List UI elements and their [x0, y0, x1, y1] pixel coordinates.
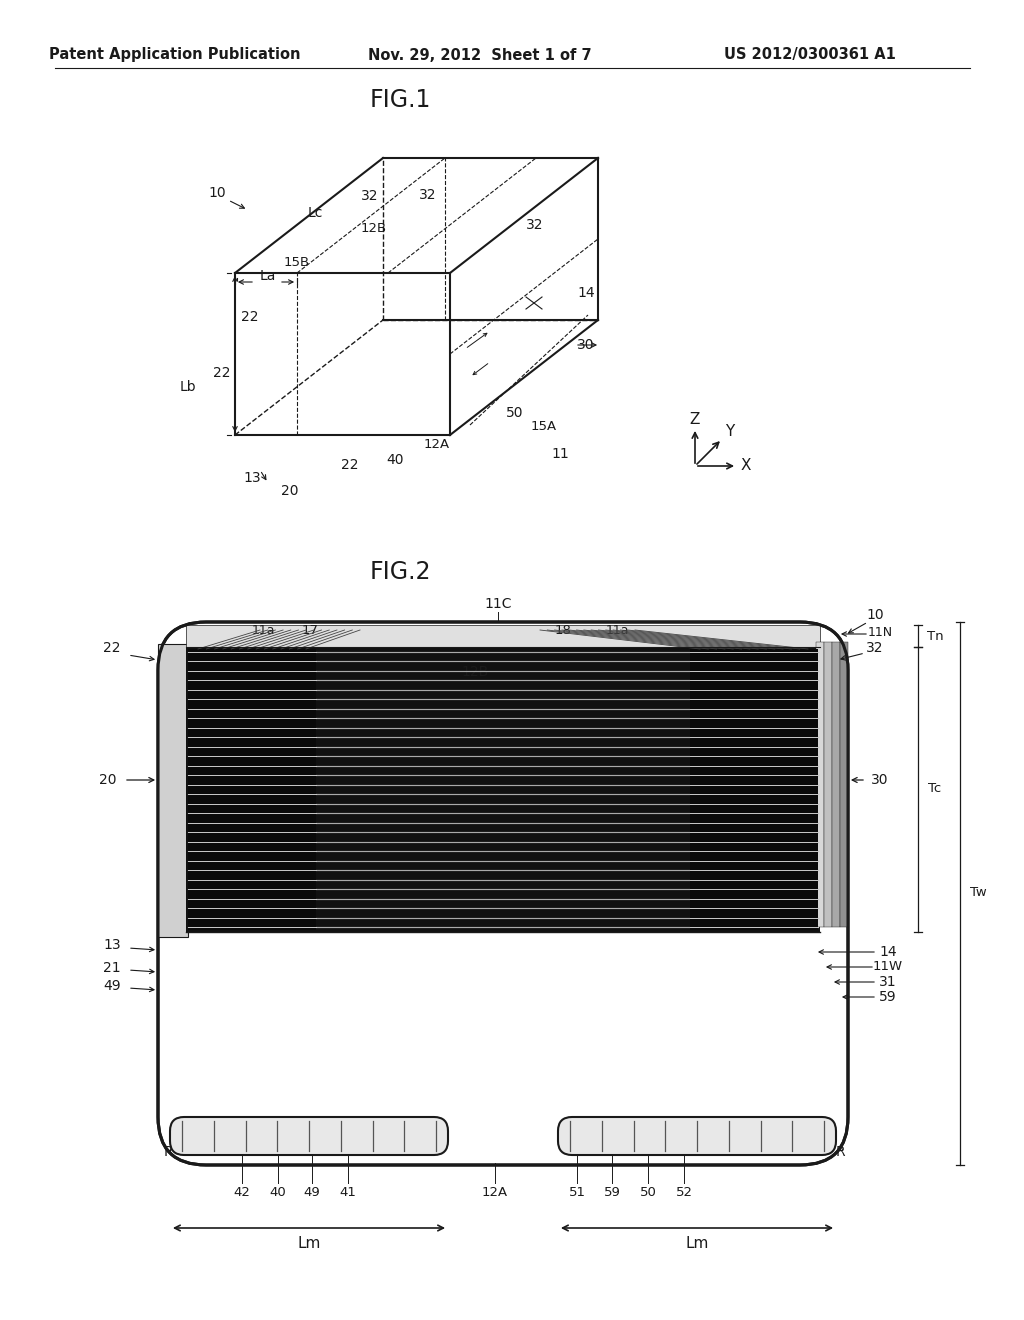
- Text: 12B: 12B: [462, 665, 488, 678]
- Text: La: La: [260, 269, 276, 282]
- Text: 10: 10: [208, 186, 226, 201]
- Text: Patent Application Publication: Patent Application Publication: [49, 48, 301, 62]
- Text: Lb: Lb: [179, 380, 197, 393]
- Text: 18: 18: [555, 623, 571, 636]
- Text: 32: 32: [526, 218, 544, 232]
- Text: 42: 42: [233, 1185, 251, 1199]
- Text: 41: 41: [340, 1185, 356, 1199]
- Bar: [158, 644, 188, 937]
- Text: 13: 13: [243, 471, 261, 484]
- Bar: [186, 647, 820, 932]
- Text: Y: Y: [725, 425, 734, 440]
- Text: 32: 32: [419, 187, 437, 202]
- Text: 15B: 15B: [284, 256, 310, 268]
- Text: 59: 59: [603, 1185, 621, 1199]
- Text: 10: 10: [866, 609, 884, 622]
- Text: R: R: [163, 1144, 173, 1159]
- Text: 22: 22: [341, 458, 358, 473]
- Text: 40: 40: [269, 1185, 287, 1199]
- Text: 40: 40: [386, 453, 403, 467]
- Text: X: X: [740, 458, 752, 474]
- Text: Tn: Tn: [927, 630, 943, 643]
- Text: Tw: Tw: [970, 887, 986, 899]
- Text: 15A: 15A: [530, 421, 557, 433]
- Text: 30: 30: [578, 338, 595, 352]
- FancyBboxPatch shape: [158, 622, 848, 1166]
- Text: 31: 31: [880, 975, 897, 989]
- Text: 11: 11: [551, 447, 569, 461]
- Bar: [186, 624, 820, 647]
- Text: 22: 22: [242, 310, 259, 323]
- Text: FIG.2: FIG.2: [370, 560, 431, 583]
- Text: 52: 52: [676, 1185, 692, 1199]
- Text: 12A: 12A: [424, 438, 451, 451]
- Text: Lc: Lc: [307, 206, 323, 220]
- Text: 22: 22: [103, 642, 121, 655]
- Text: 20: 20: [282, 484, 299, 498]
- Text: 14: 14: [578, 286, 595, 300]
- Text: 51: 51: [568, 1185, 586, 1199]
- Text: US 2012/0300361 A1: US 2012/0300361 A1: [724, 48, 896, 62]
- Text: 11a: 11a: [605, 623, 629, 636]
- Text: Lm: Lm: [297, 1236, 321, 1250]
- Text: 13: 13: [103, 939, 121, 952]
- Text: 11W: 11W: [872, 961, 903, 974]
- Text: 59: 59: [880, 990, 897, 1005]
- Bar: [831, 642, 840, 927]
- Text: Z: Z: [690, 412, 700, 426]
- Text: 22: 22: [213, 366, 230, 380]
- Bar: [690, 649, 818, 931]
- Bar: [840, 642, 848, 927]
- Text: 20: 20: [99, 774, 117, 787]
- Text: 11C: 11C: [484, 597, 512, 611]
- Text: 11a: 11a: [251, 623, 274, 636]
- Text: 11N: 11N: [867, 627, 893, 639]
- Text: 14: 14: [880, 945, 897, 960]
- Bar: [824, 642, 831, 927]
- Text: 32: 32: [361, 189, 379, 203]
- Text: 30: 30: [871, 774, 889, 787]
- Text: 49: 49: [304, 1185, 321, 1199]
- Text: Nov. 29, 2012  Sheet 1 of 7: Nov. 29, 2012 Sheet 1 of 7: [369, 48, 592, 62]
- Text: 50: 50: [506, 407, 523, 420]
- Text: 50: 50: [640, 1185, 656, 1199]
- Text: 12A: 12A: [482, 1185, 508, 1199]
- Text: FIG.1: FIG.1: [370, 88, 431, 112]
- FancyBboxPatch shape: [558, 1117, 836, 1155]
- Text: 49: 49: [103, 979, 121, 993]
- Bar: [816, 642, 824, 927]
- Text: Lm: Lm: [685, 1236, 709, 1250]
- FancyBboxPatch shape: [170, 1117, 449, 1155]
- Text: Tc: Tc: [929, 783, 942, 796]
- Text: 32: 32: [866, 642, 884, 655]
- Bar: [188, 649, 316, 931]
- Text: 12B: 12B: [360, 222, 387, 235]
- Text: 21: 21: [103, 961, 121, 975]
- Text: 17: 17: [301, 623, 318, 636]
- Text: R: R: [836, 1144, 845, 1159]
